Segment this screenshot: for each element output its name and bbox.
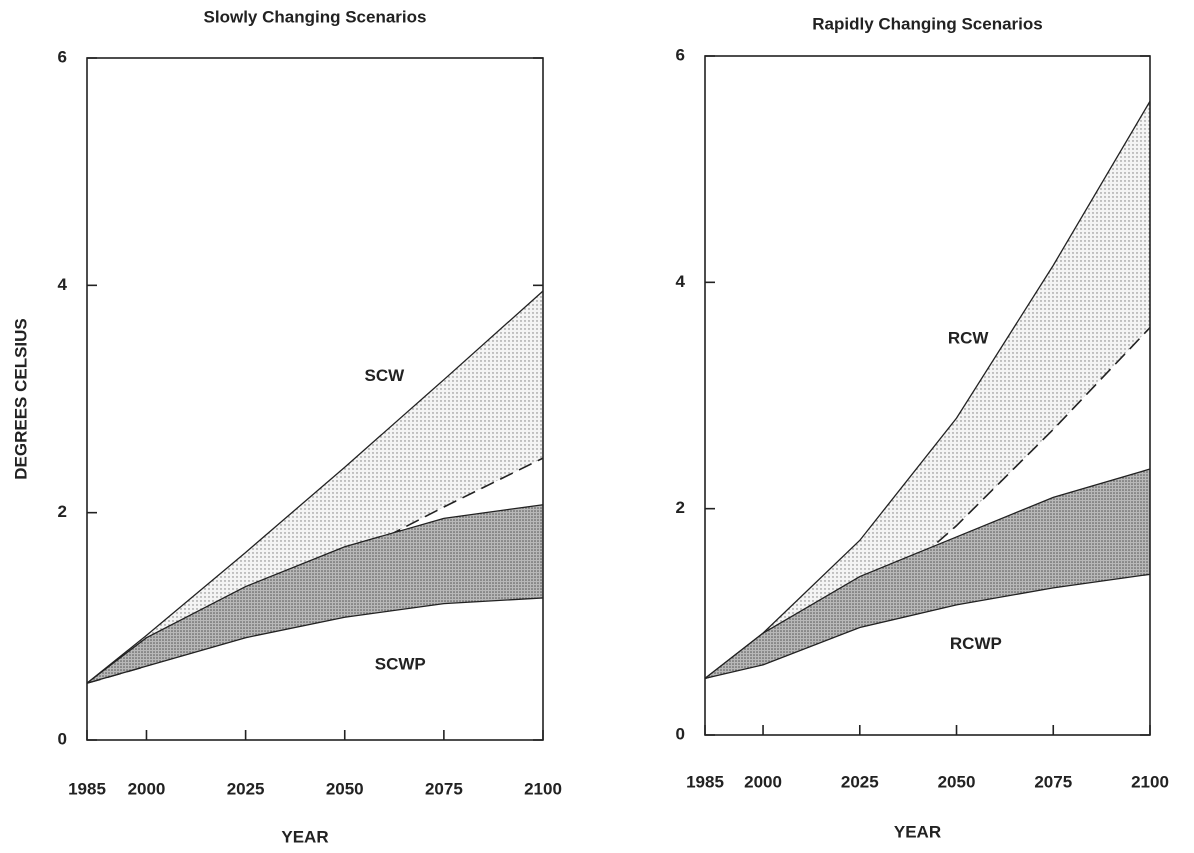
y-tick-label: 2 bbox=[58, 502, 67, 521]
y-tick-label: 4 bbox=[676, 272, 686, 291]
x-axis-label: YEAR bbox=[894, 822, 941, 841]
band-label: SCWP bbox=[375, 654, 426, 673]
band-label: RCWP bbox=[950, 634, 1002, 653]
x-tick-label: 1985 bbox=[68, 779, 106, 798]
x-tick-label: 2075 bbox=[1034, 772, 1072, 791]
band-label: RCW bbox=[948, 328, 990, 347]
band-label: SCW bbox=[365, 366, 406, 385]
band-area bbox=[705, 101, 1150, 679]
y-tick-label: 6 bbox=[58, 47, 67, 66]
upper-line bbox=[86, 504, 544, 684]
x-tick-label: 2000 bbox=[744, 772, 782, 791]
band-area bbox=[87, 291, 543, 684]
x-tick-label: 2100 bbox=[524, 779, 562, 798]
y-axis-label: DEGREES CELSIUS bbox=[11, 318, 30, 480]
x-tick-label: 2050 bbox=[938, 772, 976, 791]
x-tick-label: 1985 bbox=[686, 772, 724, 791]
chart-title: Rapidly Changing Scenarios bbox=[812, 14, 1043, 33]
y-tick-label: 0 bbox=[58, 729, 67, 748]
plot-frame bbox=[86, 57, 544, 741]
x-tick-label: 2025 bbox=[841, 772, 879, 791]
x-tick-label: 2050 bbox=[326, 779, 364, 798]
upper-line bbox=[86, 290, 544, 684]
band-area bbox=[87, 504, 543, 684]
x-tick-label: 2025 bbox=[227, 779, 265, 798]
x-axis-label: YEAR bbox=[281, 827, 328, 846]
lower-line bbox=[86, 597, 544, 684]
plot-frame bbox=[704, 55, 1151, 736]
y-tick-label: 6 bbox=[676, 45, 685, 64]
x-tick-label: 2075 bbox=[425, 779, 463, 798]
x-tick-label: 2100 bbox=[1131, 772, 1169, 791]
x-tick-label: 2000 bbox=[128, 779, 166, 798]
chart-title: Slowly Changing Scenarios bbox=[204, 7, 427, 26]
y-tick-label: 4 bbox=[58, 275, 68, 294]
y-tick-label: 0 bbox=[676, 724, 685, 743]
y-tick-label: 2 bbox=[676, 498, 685, 517]
band-area bbox=[705, 469, 1150, 679]
upper-line bbox=[704, 468, 1151, 679]
lower-line bbox=[704, 573, 1151, 680]
